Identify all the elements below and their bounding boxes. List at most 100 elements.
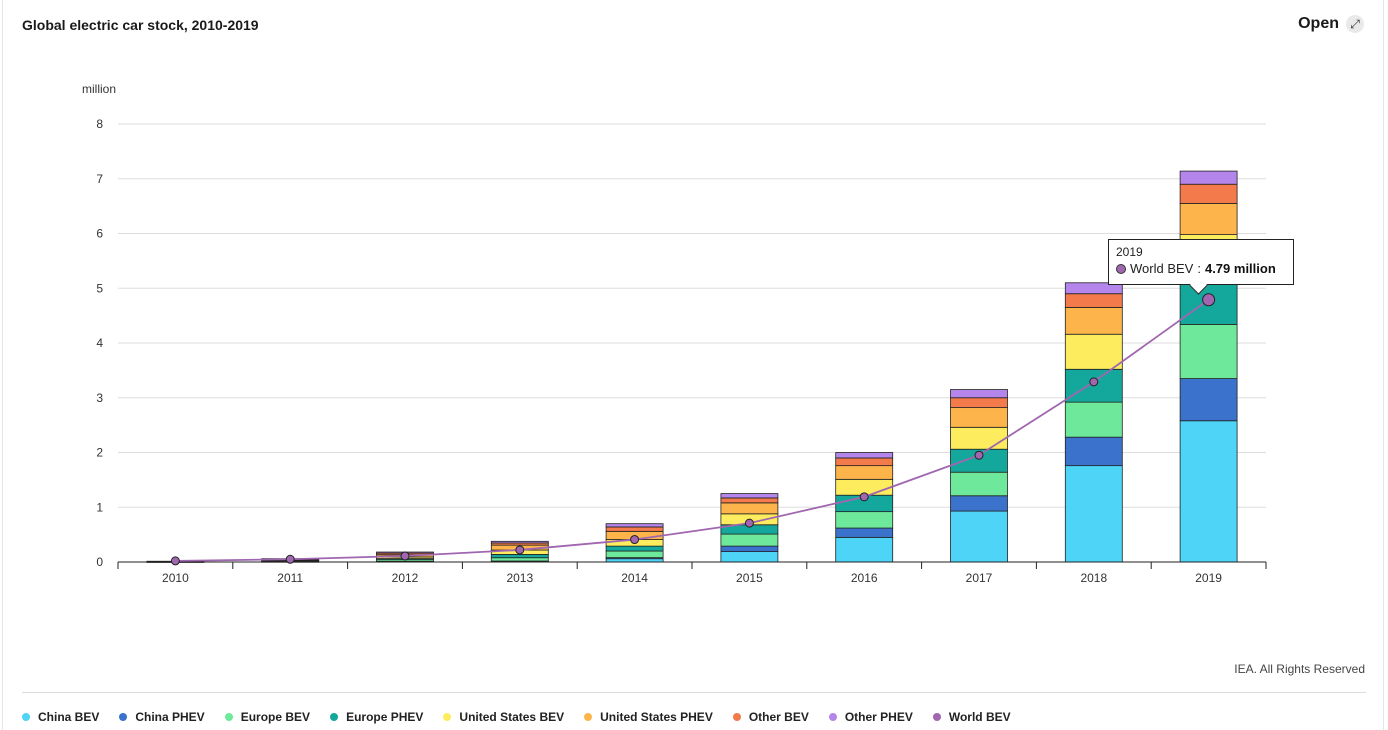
line-point xyxy=(285,554,295,564)
tooltip-series-marker xyxy=(1116,263,1126,274)
bar-segment xyxy=(720,545,779,552)
legend-item[interactable]: China BEV xyxy=(22,710,99,724)
y-tick-label: 0 xyxy=(96,555,103,569)
y-tick-label: 6 xyxy=(96,227,103,241)
tooltip-series-name: World BEV xyxy=(1130,261,1194,276)
line-point xyxy=(1089,377,1099,387)
bar-segment xyxy=(1064,282,1123,295)
legend-label: China BEV xyxy=(38,710,100,724)
legend-item[interactable]: Europe BEV xyxy=(224,710,311,724)
bar-segment xyxy=(490,540,549,544)
bar-segment xyxy=(835,511,894,529)
y-tick-label: 7 xyxy=(96,172,103,186)
y-tick-label: 3 xyxy=(96,391,103,405)
x-tick-label: 2015 xyxy=(736,571,763,585)
bar-segment xyxy=(720,497,779,504)
bar-segment xyxy=(1179,378,1238,422)
chart-title: Global electric car stock, 2010-2019 xyxy=(22,17,259,33)
bar-segment xyxy=(1064,333,1123,370)
legend-marker xyxy=(22,713,30,721)
legend-label: United States PHEV xyxy=(600,710,713,724)
line-point xyxy=(400,551,410,561)
legend-item[interactable]: Other BEV xyxy=(732,710,809,724)
x-tick-label: 2013 xyxy=(506,571,533,585)
bar-segment xyxy=(720,502,779,515)
x-tick-label: 2011 xyxy=(277,571,303,585)
x-tick-label: 2012 xyxy=(392,571,419,585)
x-tick-label: 2018 xyxy=(1080,571,1107,585)
chart-legend: China BEV China PHEV Europe BEV Europe PHEV… xyxy=(22,710,1031,724)
x-tick-label: 2017 xyxy=(966,571,993,585)
legend-label: World BEV xyxy=(948,710,1011,724)
expand-icon: ⤢ xyxy=(1346,15,1364,33)
bar-segment xyxy=(490,554,549,559)
bar-segment xyxy=(950,389,1008,399)
line-point xyxy=(515,545,525,555)
line-world-bev xyxy=(175,299,1210,562)
y-tick-label: 5 xyxy=(96,281,103,295)
bar-segment xyxy=(950,426,1008,450)
bar-segment xyxy=(490,557,549,562)
bar-segment xyxy=(835,527,894,538)
line-point xyxy=(974,450,984,460)
x-tick-label: 2016 xyxy=(851,571,878,585)
bar-segment xyxy=(950,495,1008,512)
open-button-label: Open xyxy=(1298,15,1339,32)
bar-segment xyxy=(1179,183,1238,204)
legend-label: United States BEV xyxy=(459,710,565,724)
legend-label: Other PHEV xyxy=(844,710,913,724)
tooltip-value: 4.79 million xyxy=(1204,261,1276,276)
credit-text: IEA. All Rights Reserved xyxy=(1234,662,1365,676)
legend-item[interactable]: United States BEV xyxy=(443,710,564,724)
bar-segment xyxy=(1179,202,1238,235)
y-tick-label: 4 xyxy=(96,336,103,350)
bar-segment xyxy=(950,471,1008,497)
line-point xyxy=(170,556,180,566)
bar-segment xyxy=(1179,420,1238,563)
open-button[interactable]: Open ⤢ xyxy=(1298,15,1364,33)
legend-item[interactable]: United States PHEV xyxy=(584,710,713,724)
bar-segment xyxy=(1064,307,1123,335)
bar-segment xyxy=(950,397,1008,409)
bar-segment xyxy=(720,493,779,499)
y-tick-label: 8 xyxy=(96,117,103,131)
bar-segment xyxy=(835,536,894,563)
bar-segment xyxy=(835,465,894,480)
legend-marker xyxy=(828,713,837,721)
legend-label: Other BEV xyxy=(748,710,809,724)
legend-item[interactable]: Other PHEV xyxy=(828,710,913,724)
bar-segment xyxy=(1064,401,1123,438)
legend-marker xyxy=(443,713,452,721)
bar-segment xyxy=(835,452,894,459)
legend-marker xyxy=(932,713,941,721)
y-tick-label: 2 xyxy=(96,446,103,460)
bar-segment xyxy=(1064,293,1123,308)
legend-item[interactable]: World BEV xyxy=(932,710,1011,724)
legend-item[interactable]: Europe PHEV xyxy=(330,710,423,724)
bar-segment xyxy=(1179,323,1238,379)
bar-segment xyxy=(720,533,779,547)
x-tick-label: 2010 xyxy=(162,571,189,585)
line-point xyxy=(744,518,754,528)
y-tick-label: 1 xyxy=(96,500,103,514)
legend-marker xyxy=(330,713,339,721)
chart-plot: 0 1 2 3 4 5 6 7 8 2010 2011 2012 2013 2014 2015 2016 201… xyxy=(96,117,1267,585)
legend-label: Europe BEV xyxy=(240,710,311,724)
legend-item[interactable]: China PHEV xyxy=(119,710,205,724)
tooltip-year: 2019 xyxy=(1116,245,1143,259)
bar-segment xyxy=(605,526,664,532)
line-point xyxy=(859,492,869,502)
legend-divider xyxy=(22,692,1366,693)
bar-segment xyxy=(605,545,664,552)
bar-segment xyxy=(720,551,779,563)
legend-label: Europe PHEV xyxy=(346,710,424,724)
bar-segment xyxy=(1064,436,1123,467)
legend-marker xyxy=(732,713,741,721)
bar-segment xyxy=(1179,170,1238,185)
bar-segment xyxy=(950,407,1008,428)
x-tick-label: 2014 xyxy=(621,571,648,585)
bar-segment xyxy=(605,523,664,528)
line-point xyxy=(1202,293,1216,307)
line-point xyxy=(630,535,640,545)
